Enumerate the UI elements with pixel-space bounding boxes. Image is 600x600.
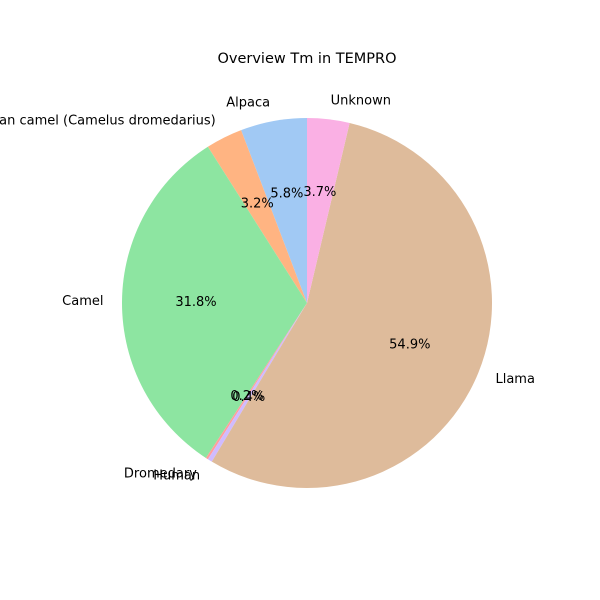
slice-label-human: Human <box>153 469 200 484</box>
pie-slices <box>122 118 493 488</box>
pie-slice-human <box>207 303 307 462</box>
slice-label-arabian-camel-camelus-dromedarius: Arabian camel (Camelus dromedarius) <box>0 114 216 129</box>
pct-label-alpaca: 5.8% <box>270 186 303 201</box>
pct-label-human: 0.4% <box>232 390 265 405</box>
slice-label-unknown: Unknown <box>331 93 391 108</box>
pie-slice-alpaca <box>241 118 307 303</box>
pct-label-arabian-camel-camelus-dromedarius: 3.2% <box>241 196 274 211</box>
pie-slice-llama <box>211 122 493 488</box>
pie-slice-camel <box>122 146 308 458</box>
slice-label-alpaca: Alpaca <box>226 95 270 110</box>
pie-slice-arabian-camel-camelus-dromedarius <box>207 130 307 303</box>
slice-label-dromedary: Dromedary <box>124 467 197 482</box>
slice-label-camel: Camel <box>62 294 103 309</box>
slice-label-llama: Llama <box>495 372 534 387</box>
pct-label-camel: 31.8% <box>175 295 216 310</box>
pie-labels: Alpaca 5.8% Arabian camel (Camelus dromeda… <box>0 93 535 483</box>
pct-label-llama: 54.9% <box>389 337 430 352</box>
chart-title: Overview Tm in TEMPRO <box>217 51 396 67</box>
pct-label-dromedary: 0.2% <box>230 389 263 404</box>
pie-slice-dromedary <box>205 303 307 460</box>
pie-slice-unknown <box>307 118 350 303</box>
pct-label-unknown: 3.7% <box>303 185 336 200</box>
